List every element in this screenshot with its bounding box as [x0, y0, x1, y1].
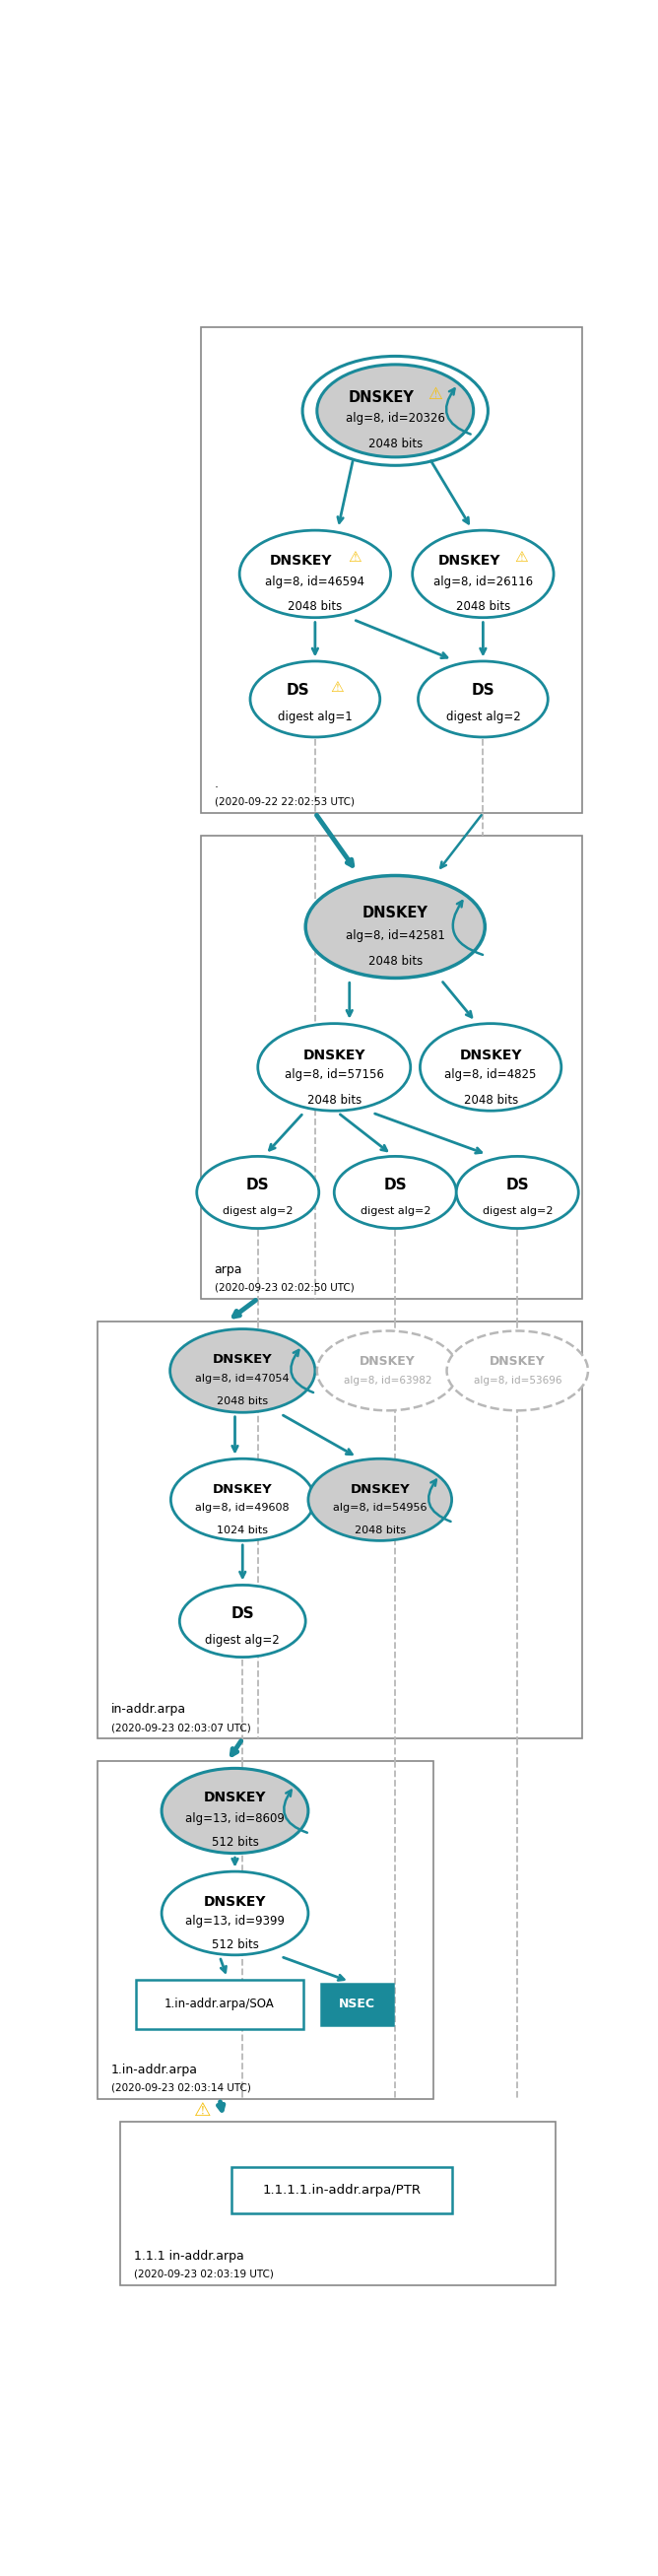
Text: DNSKEY: DNSKEY [303, 1048, 365, 1064]
Ellipse shape [180, 1584, 305, 1656]
Ellipse shape [317, 366, 474, 456]
Text: DNSKEY: DNSKEY [350, 1484, 410, 1497]
Ellipse shape [456, 1157, 578, 1229]
Text: 512 bits: 512 bits [211, 1940, 259, 1953]
Text: DS: DS [231, 1605, 254, 1620]
Ellipse shape [308, 1458, 452, 1540]
Text: alg=13, id=8609: alg=13, id=8609 [186, 1811, 285, 1824]
Text: 2048 bits: 2048 bits [463, 1092, 518, 1105]
FancyBboxPatch shape [136, 1978, 303, 2030]
Ellipse shape [258, 1023, 411, 1110]
Text: .: . [215, 778, 218, 791]
Text: DNSKEY: DNSKEY [349, 392, 415, 404]
Text: digest alg=2: digest alg=2 [360, 1206, 430, 1216]
Text: DNSKEY: DNSKEY [213, 1352, 272, 1365]
Text: 1.1.1 in-addr.arpa: 1.1.1 in-addr.arpa [134, 2249, 244, 2262]
Text: ⚠: ⚠ [330, 680, 343, 696]
Ellipse shape [413, 531, 553, 618]
Text: DS: DS [471, 683, 495, 698]
Text: digest alg=2: digest alg=2 [482, 1206, 553, 1216]
Text: NSEC: NSEC [339, 1999, 375, 2012]
Text: 2048 bits: 2048 bits [217, 1396, 268, 1406]
Text: DNSKEY: DNSKEY [459, 1048, 522, 1064]
Text: alg=8, id=4825: alg=8, id=4825 [445, 1069, 537, 1082]
Text: digest alg=2: digest alg=2 [222, 1206, 293, 1216]
Ellipse shape [162, 1873, 308, 1955]
Ellipse shape [317, 1332, 458, 1412]
Ellipse shape [162, 1767, 308, 1852]
Text: alg=8, id=46594: alg=8, id=46594 [265, 574, 365, 587]
FancyBboxPatch shape [231, 2166, 453, 2213]
Text: alg=13, id=9399: alg=13, id=9399 [185, 1914, 285, 1927]
Text: in-addr.arpa: in-addr.arpa [111, 1703, 186, 1716]
Text: DNSKEY: DNSKEY [213, 1484, 272, 1497]
Text: 1.in-addr.arpa/SOA: 1.in-addr.arpa/SOA [164, 1999, 274, 2012]
Text: 2048 bits: 2048 bits [307, 1092, 361, 1105]
Text: 512 bits: 512 bits [211, 1837, 259, 1850]
Text: 2048 bits: 2048 bits [354, 1525, 405, 1535]
Ellipse shape [240, 531, 391, 618]
Text: DNSKEY: DNSKEY [270, 554, 333, 567]
Text: alg=8, id=20326: alg=8, id=20326 [345, 412, 445, 425]
Text: (2020-09-23 02:03:19 UTC): (2020-09-23 02:03:19 UTC) [134, 2269, 274, 2280]
Text: 2048 bits: 2048 bits [288, 600, 342, 613]
Text: (2020-09-23 02:03:07 UTC): (2020-09-23 02:03:07 UTC) [111, 1723, 251, 1734]
Text: ⚠: ⚠ [194, 2102, 211, 2120]
Text: 2048 bits: 2048 bits [368, 956, 422, 969]
Ellipse shape [334, 1157, 456, 1229]
Text: 1.1.1.1.in-addr.arpa/PTR: 1.1.1.1.in-addr.arpa/PTR [263, 2184, 421, 2197]
Text: 1.in-addr.arpa: 1.in-addr.arpa [111, 2063, 198, 2076]
Ellipse shape [305, 876, 485, 979]
Text: ⚠: ⚠ [515, 549, 528, 564]
Text: alg=8, id=42581: alg=8, id=42581 [345, 930, 445, 943]
Text: ⚠: ⚠ [428, 386, 442, 402]
Text: arpa: arpa [215, 1262, 242, 1275]
Text: DNSKEY: DNSKEY [204, 1790, 266, 1806]
Text: digest alg=2: digest alg=2 [205, 1633, 280, 1646]
Text: DS: DS [246, 1177, 270, 1193]
Ellipse shape [418, 662, 548, 737]
Text: digest alg=1: digest alg=1 [278, 711, 353, 724]
Text: alg=8, id=26116: alg=8, id=26116 [433, 574, 533, 587]
Ellipse shape [171, 1458, 315, 1540]
Ellipse shape [250, 662, 380, 737]
Text: 2048 bits: 2048 bits [368, 438, 422, 451]
Text: 2048 bits: 2048 bits [456, 600, 510, 613]
Text: DNSKEY: DNSKEY [438, 554, 501, 567]
Text: DNSKEY: DNSKEY [360, 1355, 416, 1368]
Text: ⚠: ⚠ [348, 549, 361, 564]
Text: digest alg=2: digest alg=2 [445, 711, 520, 724]
Text: (2020-09-22 22:02:53 UTC): (2020-09-22 22:02:53 UTC) [215, 796, 354, 806]
Ellipse shape [197, 1157, 319, 1229]
Text: (2020-09-23 02:02:50 UTC): (2020-09-23 02:02:50 UTC) [215, 1283, 354, 1293]
Text: alg=8, id=47054: alg=8, id=47054 [195, 1373, 290, 1383]
Ellipse shape [170, 1329, 315, 1412]
Text: alg=8, id=57156: alg=8, id=57156 [284, 1069, 384, 1082]
Text: DNSKEY: DNSKEY [363, 907, 428, 920]
Text: alg=8, id=54956: alg=8, id=54956 [333, 1504, 427, 1512]
Text: DNSKEY: DNSKEY [204, 1896, 266, 1909]
Text: (2020-09-23 02:03:14 UTC): (2020-09-23 02:03:14 UTC) [111, 2084, 251, 2094]
Ellipse shape [447, 1332, 588, 1412]
Text: alg=8, id=63982: alg=8, id=63982 [343, 1376, 432, 1386]
Text: DS: DS [384, 1177, 407, 1193]
Text: 1024 bits: 1024 bits [217, 1525, 268, 1535]
FancyBboxPatch shape [321, 1984, 393, 2025]
Text: DNSKEY: DNSKEY [490, 1355, 545, 1368]
Ellipse shape [420, 1023, 561, 1110]
Text: DS: DS [506, 1177, 529, 1193]
Text: alg=8, id=49608: alg=8, id=49608 [195, 1504, 290, 1512]
Text: alg=8, id=53696: alg=8, id=53696 [473, 1376, 561, 1386]
Text: DS: DS [287, 683, 310, 698]
